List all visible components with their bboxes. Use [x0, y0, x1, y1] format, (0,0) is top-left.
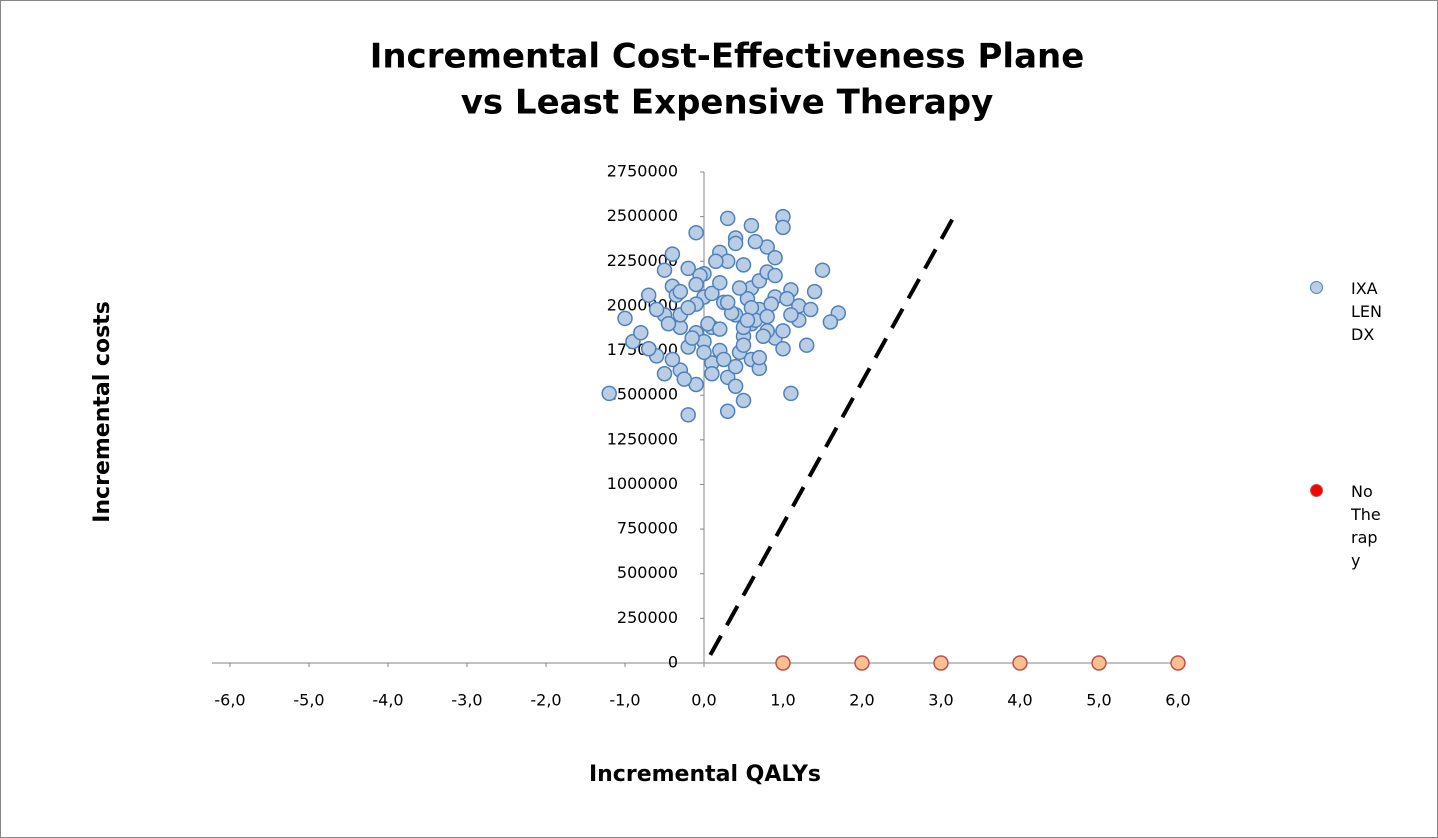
data-point [684, 330, 700, 346]
data-point [747, 233, 764, 250]
data-point [743, 217, 760, 234]
data-point [696, 344, 712, 361]
data-point [783, 307, 799, 323]
data-point [759, 308, 775, 325]
x-tick-label: 2,0 [849, 691, 874, 710]
data-point [719, 403, 736, 420]
data-point [806, 283, 823, 300]
data-point [933, 655, 949, 671]
data-point [640, 287, 657, 303]
y-tick-label: 1250000 [607, 429, 678, 448]
legend-label: IXA LEN DX [1351, 279, 1382, 344]
y-tick-label: 2500000 [607, 206, 678, 225]
data-point [767, 249, 783, 266]
data-point [656, 262, 673, 278]
x-axis-label: Incremental QALYs [589, 762, 821, 787]
data-point [617, 310, 633, 327]
data-point [1012, 655, 1028, 671]
data-point [704, 285, 720, 302]
x-tick-label: 3,0 [928, 691, 953, 710]
data-point [680, 299, 696, 316]
x-tick-label: -4,0 [372, 691, 403, 710]
y-tick-label: 500000 [617, 563, 678, 582]
y-axis-label: Incremental costs [90, 301, 115, 523]
data-point [775, 323, 791, 339]
data-point [735, 337, 752, 353]
data-point [727, 378, 744, 395]
data-point [775, 341, 791, 357]
data-point [664, 246, 681, 262]
data-point [739, 312, 756, 328]
data-point [633, 324, 649, 341]
x-tick-label: 5,0 [1086, 691, 1111, 710]
legend-entry: No Therapy [1310, 480, 1383, 572]
y-tick-label: 1000000 [607, 474, 678, 493]
data-point [601, 385, 617, 402]
data-point [735, 257, 752, 273]
data-point [822, 314, 839, 330]
data-point [716, 351, 732, 368]
legend-swatch [1310, 484, 1323, 497]
y-tick-label: 750000 [617, 519, 678, 538]
data-point [688, 276, 704, 293]
legend-label: No Therapy [1351, 482, 1381, 570]
data-point [779, 291, 795, 307]
x-tick-label: 6,0 [1165, 691, 1190, 710]
data-point [648, 301, 665, 318]
data-point [783, 385, 799, 402]
x-tick-label: 4,0 [1007, 691, 1032, 710]
data-point [672, 283, 689, 300]
x-tick-label: -2,0 [530, 691, 561, 710]
data-point [680, 260, 696, 277]
data-point [712, 274, 728, 291]
data-point [708, 253, 724, 270]
data-point [751, 349, 768, 366]
data-point [660, 316, 677, 332]
data-point [676, 371, 692, 387]
data-point [767, 267, 783, 284]
data-point [680, 407, 696, 423]
data-point [688, 224, 704, 241]
x-tick-label: -5,0 [293, 691, 324, 710]
data-point [854, 655, 870, 671]
data-point [719, 210, 736, 227]
data-point [802, 301, 819, 318]
data-point [656, 366, 673, 382]
data-point [1170, 655, 1186, 671]
chart-subtitle: vs Least Expensive Therapy [461, 83, 994, 123]
data-point [727, 235, 744, 252]
x-tick-label: 0,0 [691, 691, 716, 710]
data-point [775, 219, 791, 236]
chart-title: Incremental Cost-Effectiveness Plane [370, 37, 1085, 77]
data-point [704, 366, 720, 382]
data-point [1091, 655, 1107, 671]
x-tick-label: -6,0 [214, 691, 245, 710]
threshold-line [708, 210, 959, 656]
legend-swatch [1310, 281, 1323, 294]
data-point [664, 351, 681, 368]
data-point [735, 392, 752, 409]
x-tick-label: -3,0 [451, 691, 482, 710]
y-tick-label: 250000 [617, 608, 678, 627]
data-point [755, 328, 771, 345]
data-point [798, 337, 815, 353]
data-point [731, 280, 748, 296]
y-tick-label: 1500000 [607, 385, 678, 404]
y-tick-label: 0 [668, 653, 678, 672]
data-point [814, 262, 831, 278]
data-point [719, 294, 736, 311]
data-point [775, 655, 791, 671]
data-point [640, 341, 657, 357]
y-tick-label: 2750000 [607, 162, 678, 181]
legend-entry: IXA LEN DX [1310, 277, 1383, 346]
x-tick-label: -1,0 [609, 691, 640, 710]
x-tick-label: 1,0 [770, 691, 795, 710]
data-point [712, 321, 728, 337]
data-point [727, 358, 744, 375]
